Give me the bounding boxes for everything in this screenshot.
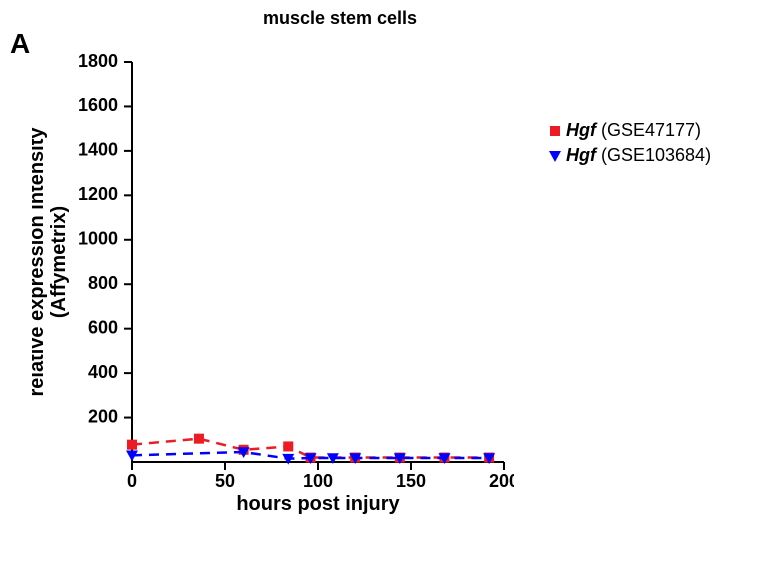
svg-text:150: 150 bbox=[396, 471, 426, 491]
svg-text:1800: 1800 bbox=[78, 52, 118, 71]
chart-area: 200 400 600 800 1000 1200 1400 1600 1800 0 50 100 15… bbox=[32, 52, 514, 542]
svg-text:400: 400 bbox=[88, 362, 118, 382]
svg-text:1600: 1600 bbox=[78, 95, 118, 115]
svg-text:1400: 1400 bbox=[78, 140, 118, 160]
panel-label: A bbox=[10, 28, 30, 60]
svg-text:200: 200 bbox=[88, 406, 118, 426]
svg-text:1000: 1000 bbox=[78, 229, 118, 249]
svg-text:relative expression intensity(: relative expression intensity(Affymetrix… bbox=[32, 127, 70, 397]
legend-item-hgf_103684: Hgf (GSE103684) bbox=[544, 145, 711, 166]
svg-text:100: 100 bbox=[303, 471, 333, 491]
legend-label: Hgf (GSE47177) bbox=[566, 120, 701, 141]
legend-label: Hgf (GSE103684) bbox=[566, 145, 711, 166]
svg-text:50: 50 bbox=[215, 471, 235, 491]
legend: Hgf (GSE47177) Hgf (GSE103684) bbox=[544, 120, 711, 170]
svg-text:800: 800 bbox=[88, 273, 118, 293]
svg-text:1200: 1200 bbox=[78, 184, 118, 204]
svg-text:hours post injury: hours post injury bbox=[236, 493, 400, 515]
page: A muscle stem cells 20040060080010001200… bbox=[0, 0, 773, 564]
svg-text:200: 200 bbox=[489, 471, 514, 491]
legend-marker-icon bbox=[544, 147, 566, 165]
svg-text:600: 600 bbox=[88, 317, 118, 337]
chart-title: muscle stem cells bbox=[170, 8, 510, 29]
legend-item-hgf_47177: Hgf (GSE47177) bbox=[544, 120, 711, 141]
legend-marker-icon bbox=[544, 122, 566, 140]
chart-svg: 200 400 600 800 1000 1200 1400 1600 1800 0 50 100 15… bbox=[32, 52, 514, 542]
svg-text:0: 0 bbox=[127, 471, 137, 491]
